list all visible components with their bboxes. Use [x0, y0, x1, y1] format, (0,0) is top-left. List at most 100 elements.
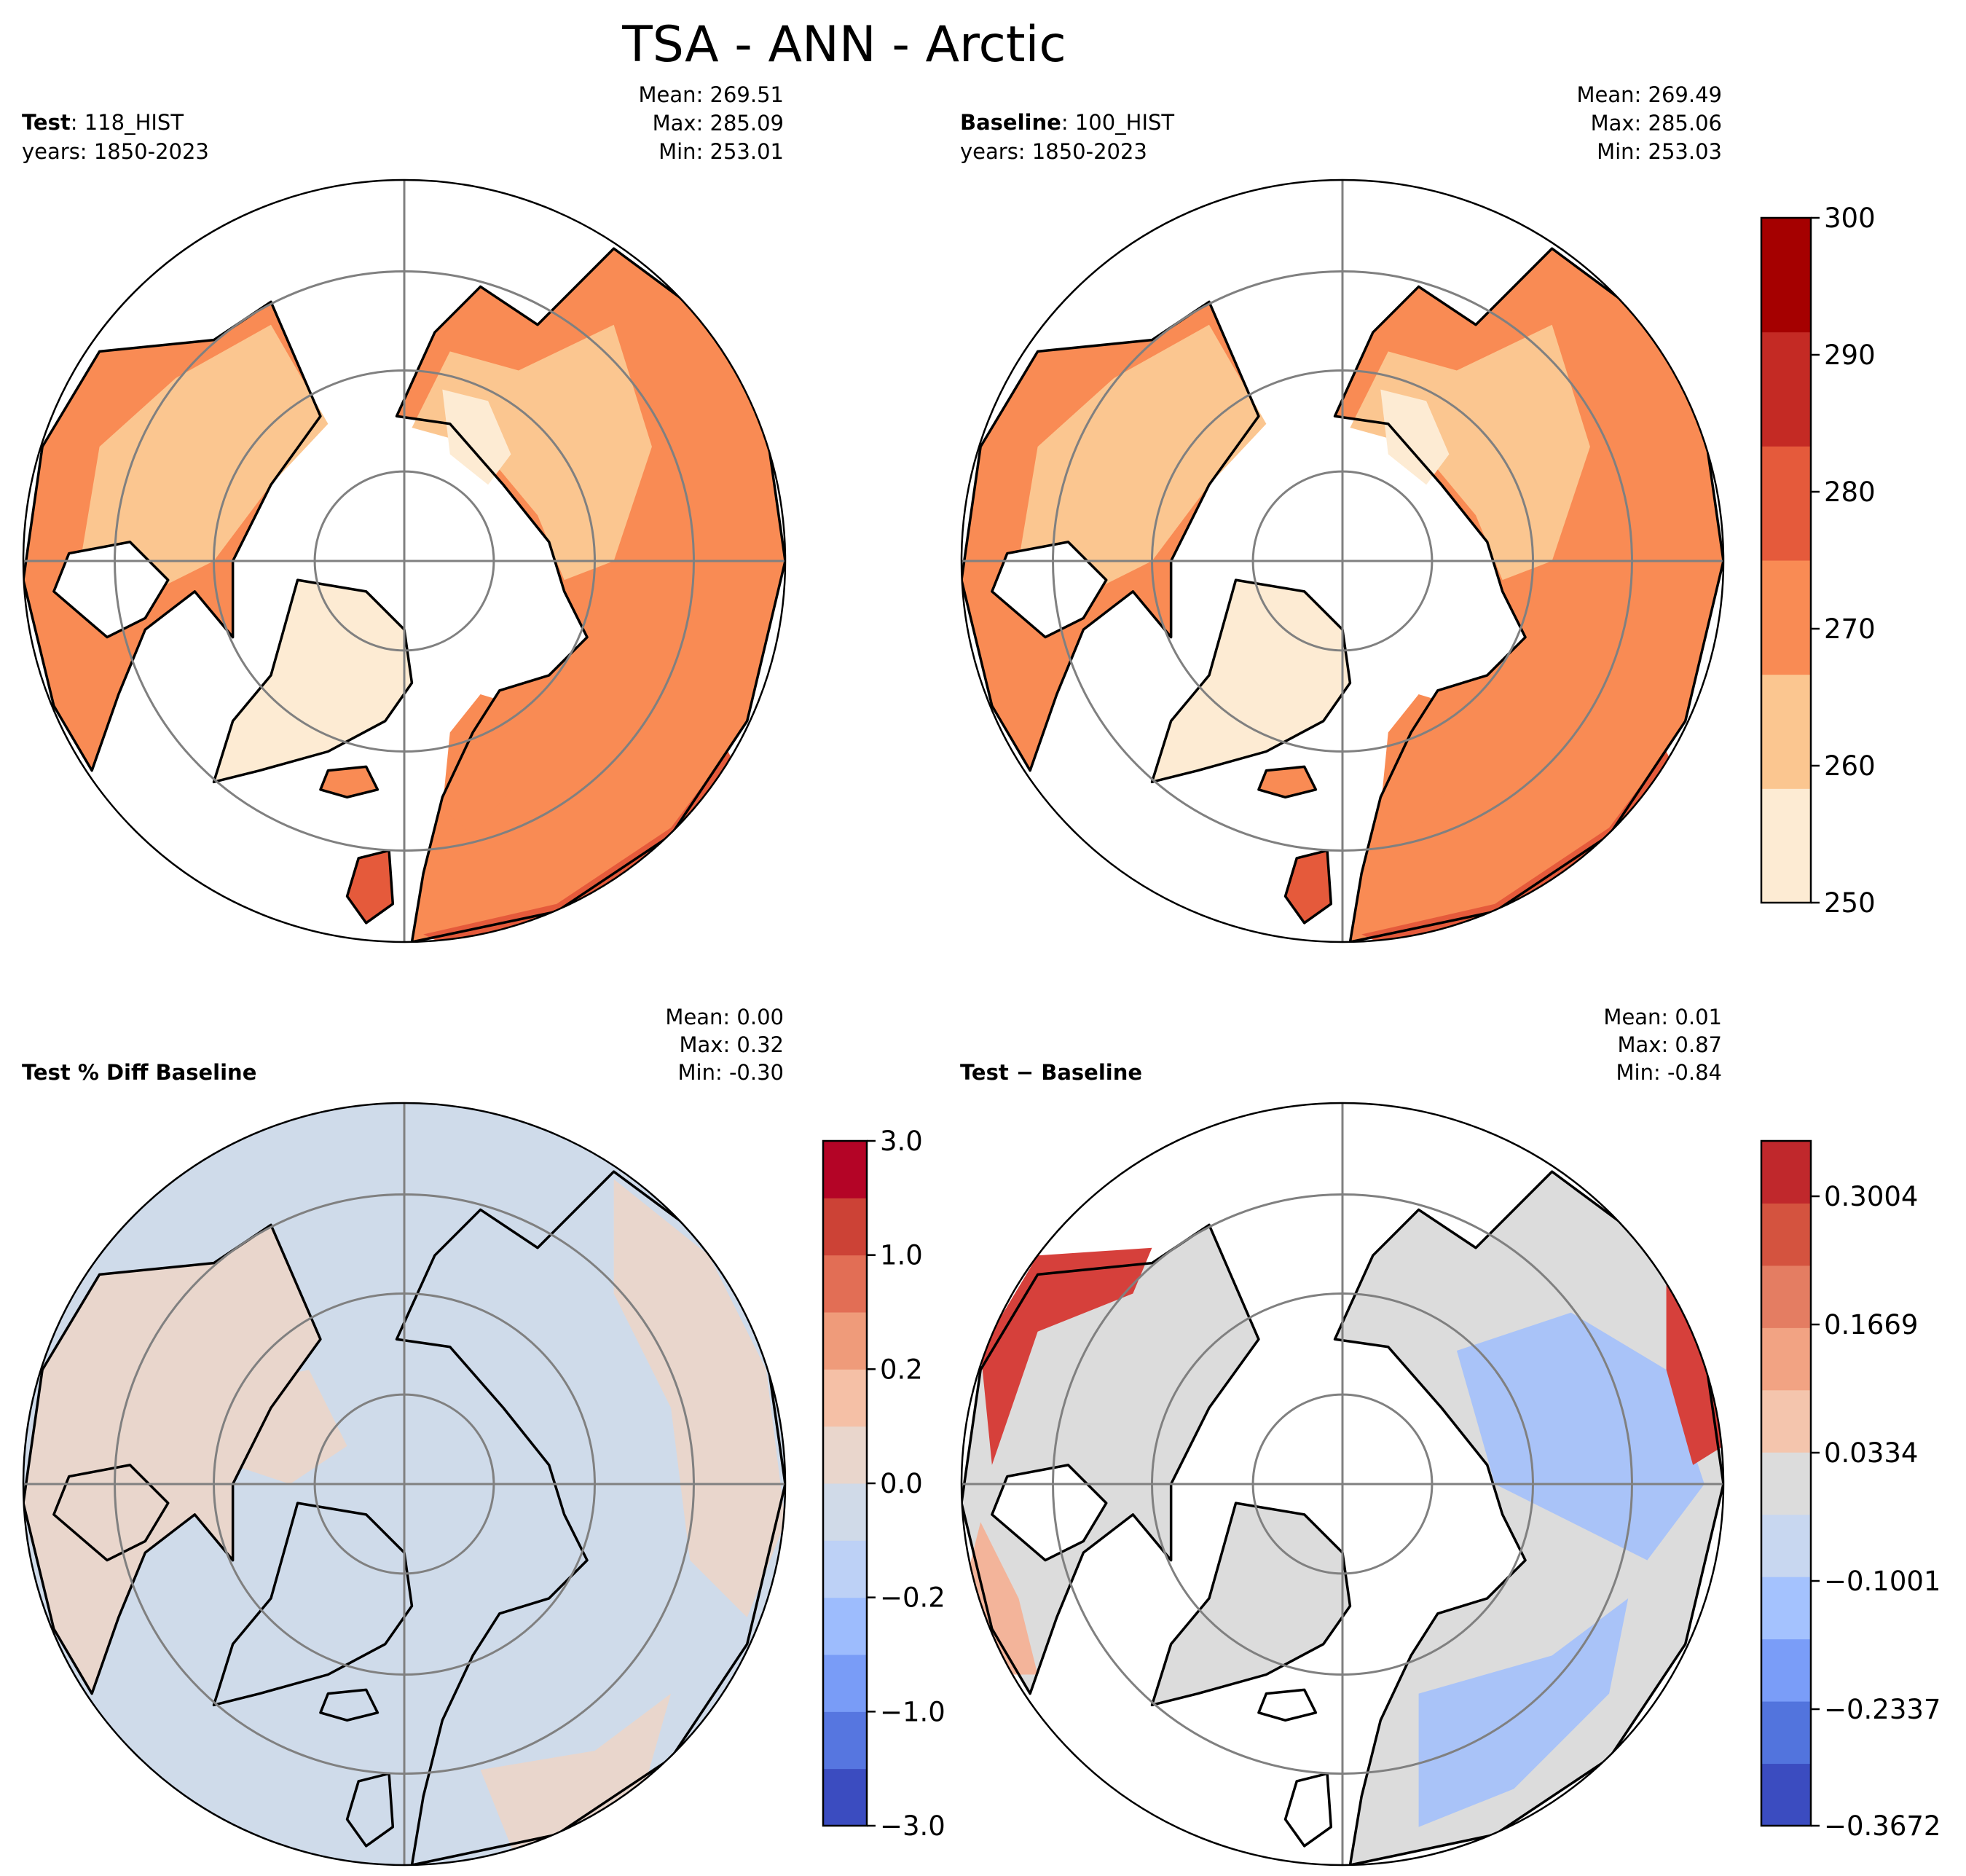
colorbar-percent-segment — [823, 1597, 867, 1655]
baseline-years: years: 1850-2023 — [960, 139, 1147, 164]
pct-east-patch — [613, 1179, 785, 1618]
diff-panel-label: Test − Baseline — [960, 1060, 1143, 1085]
siberia-cool-band — [412, 324, 652, 581]
greenland-field — [213, 580, 412, 782]
colorbar-absolute-tick-label: 300 — [1824, 203, 1876, 234]
iceland-field — [1258, 766, 1316, 798]
colorbar-difference-tick-label: −0.3672 — [1824, 1810, 1941, 1842]
coastline-eurasia — [1333, 247, 1723, 942]
coastline-hudson — [52, 541, 170, 639]
coastline-hudson — [991, 541, 1108, 639]
test-label-bold: Test — [22, 110, 71, 135]
colorbar-absolute-frame — [1760, 216, 1812, 904]
map-boundary — [960, 178, 1725, 943]
colorbar-difference-frame — [1760, 1139, 1812, 1827]
baseline-label-rest: : 100_HIST — [1061, 110, 1175, 135]
diff-greenland — [1152, 1503, 1350, 1706]
pctdiff-min: Min: -0.30 — [677, 1060, 784, 1085]
baseline-panel-label: Baseline: 100_HIST — [960, 109, 1174, 136]
scandinavia-field — [442, 694, 519, 836]
diff-max: Max: 0.87 — [1617, 1032, 1722, 1057]
coastline-iceland — [1257, 1688, 1318, 1722]
colorbar-percent-tick-label: 1.0 — [880, 1240, 923, 1271]
coastline-eurasia — [395, 1170, 785, 1865]
colorbar-difference-tick-label: 0.1669 — [1824, 1309, 1918, 1341]
pct-north-america — [23, 1225, 321, 1694]
colorbar-difference-tick-label: 0.3004 — [1824, 1181, 1918, 1212]
map-boundary — [22, 1102, 787, 1867]
britain-field — [1285, 850, 1332, 923]
pctdiff-panel-label: Test % Diff Baseline — [22, 1060, 257, 1085]
colorbar-difference-segment — [1761, 1265, 1811, 1328]
scandinavia-field — [1380, 694, 1457, 836]
greenland-field — [1152, 580, 1350, 782]
coastline-northamerica — [962, 1223, 1260, 1695]
polar-map-baseline — [960, 178, 1725, 943]
colorbar-absolute-segment — [1761, 218, 1811, 333]
colorbar-absolute-tick-label: 260 — [1824, 750, 1876, 782]
colorbar-difference-segment — [1761, 1638, 1811, 1702]
colorbar-difference: 0.3004 0.1669 0.0334 −0.1001 −0.2337 −0.3672 — [1760, 1139, 1941, 1842]
coastline-britain — [1283, 849, 1333, 925]
coastline-northamerica — [962, 300, 1260, 772]
canada-cool-band — [80, 324, 329, 600]
test-panel-label: Test: 118_HIST — [22, 109, 184, 136]
diff-red-west — [980, 1247, 1152, 1465]
figure-title: TSA - ANN - Arctic — [622, 16, 1066, 74]
polar-map-pct — [22, 1102, 787, 1867]
coastline-eurasia — [1333, 1170, 1723, 1865]
polar-map-test — [22, 178, 787, 943]
colorbar-absolute-tick-label: 270 — [1824, 613, 1876, 645]
diff-north-america — [962, 1225, 1259, 1694]
test-max: Max: 285.09 — [652, 111, 784, 136]
colorbar-difference-segment — [1761, 1452, 1811, 1515]
colorbar-percent-segment — [823, 1768, 867, 1826]
test-mean: Mean: 269.51 — [638, 82, 784, 107]
colorbar-percent: 3.0 1.0 0.2 0.0 −0.2 −1.0 −3.0 — [822, 1126, 945, 1842]
canada-cool-band — [1018, 324, 1267, 600]
baseline-label-bold: Baseline — [960, 110, 1061, 135]
coastline-hudson — [991, 1464, 1108, 1562]
colorbar-difference-segment — [1761, 1141, 1811, 1204]
siberia-cool-band — [1350, 324, 1590, 581]
map-boundary — [960, 1102, 1725, 1867]
coastline-britain — [345, 1772, 395, 1848]
colorbar-percent-tick-label: −0.2 — [880, 1582, 945, 1614]
colorbar-absolute: 300 290 280 270 260 250 — [1760, 203, 1876, 919]
coastline-northamerica — [23, 1223, 322, 1695]
colorbar-absolute-segment — [1761, 674, 1811, 789]
diff-mean: Mean: 0.01 — [1603, 1005, 1722, 1029]
coastline-greenland — [212, 1502, 414, 1707]
colorbar-percent-segment — [823, 1141, 867, 1198]
diff-blue-east — [1456, 1312, 1704, 1561]
colorbar-percent-segment — [823, 1655, 867, 1712]
hudson-bay — [53, 541, 168, 637]
colorbar-percent-segment — [823, 1540, 867, 1598]
colorbar-difference-segment — [1761, 1203, 1811, 1266]
colorbar-difference-segment — [1761, 1514, 1811, 1577]
colorbar-absolute-segment — [1761, 560, 1811, 675]
colorbar-absolute-segment — [1761, 788, 1811, 903]
baseline-max: Max: 285.06 — [1590, 111, 1722, 136]
coastline-iceland — [319, 1688, 380, 1722]
baseline-min: Min: 253.03 — [1597, 139, 1722, 164]
coastline-iceland — [319, 765, 380, 799]
coastline-hudson — [52, 1464, 170, 1562]
test-years: years: 1850-2023 — [22, 139, 209, 164]
hudson-bay — [991, 541, 1106, 637]
colorbar-difference-tick-label: −0.2337 — [1824, 1694, 1941, 1725]
diff-min: Min: -0.84 — [1616, 1060, 1722, 1085]
diff-hudson — [991, 1464, 1106, 1561]
coastline-eurasia — [395, 247, 785, 942]
coastline-greenland — [212, 578, 414, 784]
polar-map-diff — [960, 1102, 1725, 1867]
colorbar-difference-segment — [1761, 1577, 1811, 1640]
colorbar-difference-tick-label: −0.1001 — [1824, 1566, 1941, 1597]
colorbar-difference-tick-label: 0.0334 — [1824, 1437, 1918, 1469]
britain-field — [347, 850, 393, 923]
iceland-field — [320, 766, 378, 798]
map-boundary — [22, 178, 787, 943]
colorbar-percent-segment — [823, 1255, 867, 1313]
colorbar-percent-tick-label: −1.0 — [880, 1696, 945, 1727]
